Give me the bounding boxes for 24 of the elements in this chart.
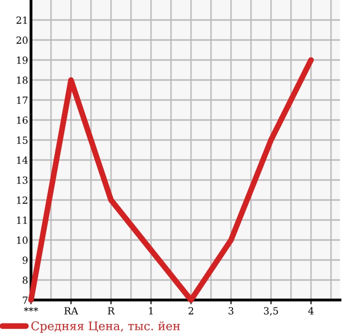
x-tick-label: 1 [149, 307, 153, 314]
y-tick-label: 20 [16, 36, 28, 44]
y-tick-label: 14 [17, 156, 28, 164]
y-tick-label: 13 [17, 176, 28, 184]
x-tick-label: 2 [188, 307, 194, 314]
legend-label: Средняя Цена, тыс. йен [31, 321, 180, 333]
x-tick-label: 3 [228, 307, 234, 314]
y-tick-label: 10 [17, 236, 28, 244]
y-tick-label: 12 [17, 196, 28, 204]
y-tick-label: 17 [17, 96, 28, 104]
x-tick-label: R [108, 307, 115, 314]
y-tick-label: 21 [16, 16, 27, 24]
x-tick-label: 3,5 [264, 307, 278, 316]
y-tick-label: 8 [22, 276, 28, 284]
y-tick-label: 18 [17, 76, 28, 84]
x-tick-label: 4 [308, 307, 314, 314]
y-tick-label: 9 [22, 256, 28, 264]
y-tick-label: 15 [17, 136, 28, 144]
y-tick-label: 7 [22, 296, 28, 304]
y-tick-label: 19 [17, 56, 28, 64]
y-tick-label: 16 [17, 116, 28, 124]
x-tick-label: *** [24, 307, 38, 312]
x-tick-label: RA [64, 307, 78, 314]
y-tick-label: 11 [17, 216, 27, 224]
